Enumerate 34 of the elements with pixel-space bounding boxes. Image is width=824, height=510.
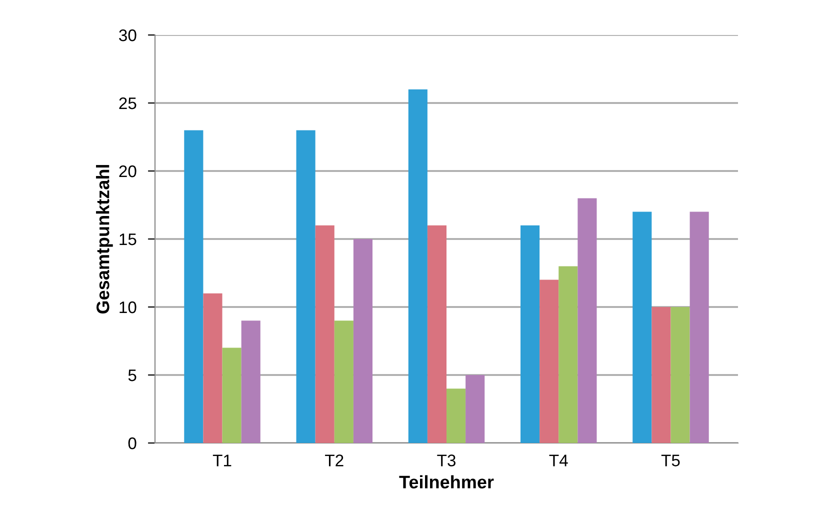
x-axis-title: Teilnehmer (399, 475, 494, 488)
bar (652, 307, 671, 443)
bar (315, 225, 334, 443)
bar (578, 198, 597, 443)
y-tick-label: 20 (119, 165, 136, 178)
y-tick-label: 15 (120, 234, 136, 246)
bar (632, 212, 652, 443)
bar (690, 212, 709, 443)
bar (446, 388, 466, 443)
bar (353, 239, 373, 443)
bar (540, 280, 559, 443)
bar (466, 375, 485, 443)
bar (520, 225, 540, 443)
y-tick-label: 25 (119, 97, 136, 110)
y-tick-label: 5 (128, 370, 136, 382)
bar (296, 130, 316, 443)
bar (670, 307, 690, 443)
bar (558, 266, 578, 443)
x-tick-label: T4 (549, 454, 568, 466)
bar (408, 89, 428, 443)
bar (222, 348, 242, 443)
bar (241, 320, 260, 443)
x-tick-label: T3 (437, 454, 456, 466)
x-tick-label: T1 (212, 454, 232, 466)
bar (203, 293, 222, 443)
y-tick-label: 30 (119, 29, 136, 42)
bar (427, 225, 446, 443)
bar (334, 320, 354, 443)
y-tick-label: 10 (120, 301, 136, 314)
x-tick-label: T5 (661, 454, 680, 466)
y-tick-label: 0 (128, 437, 136, 450)
x-tick-label: T2 (325, 454, 344, 466)
bar (184, 130, 204, 443)
y-axis-title: Gesamtpunktzahl (96, 165, 113, 314)
